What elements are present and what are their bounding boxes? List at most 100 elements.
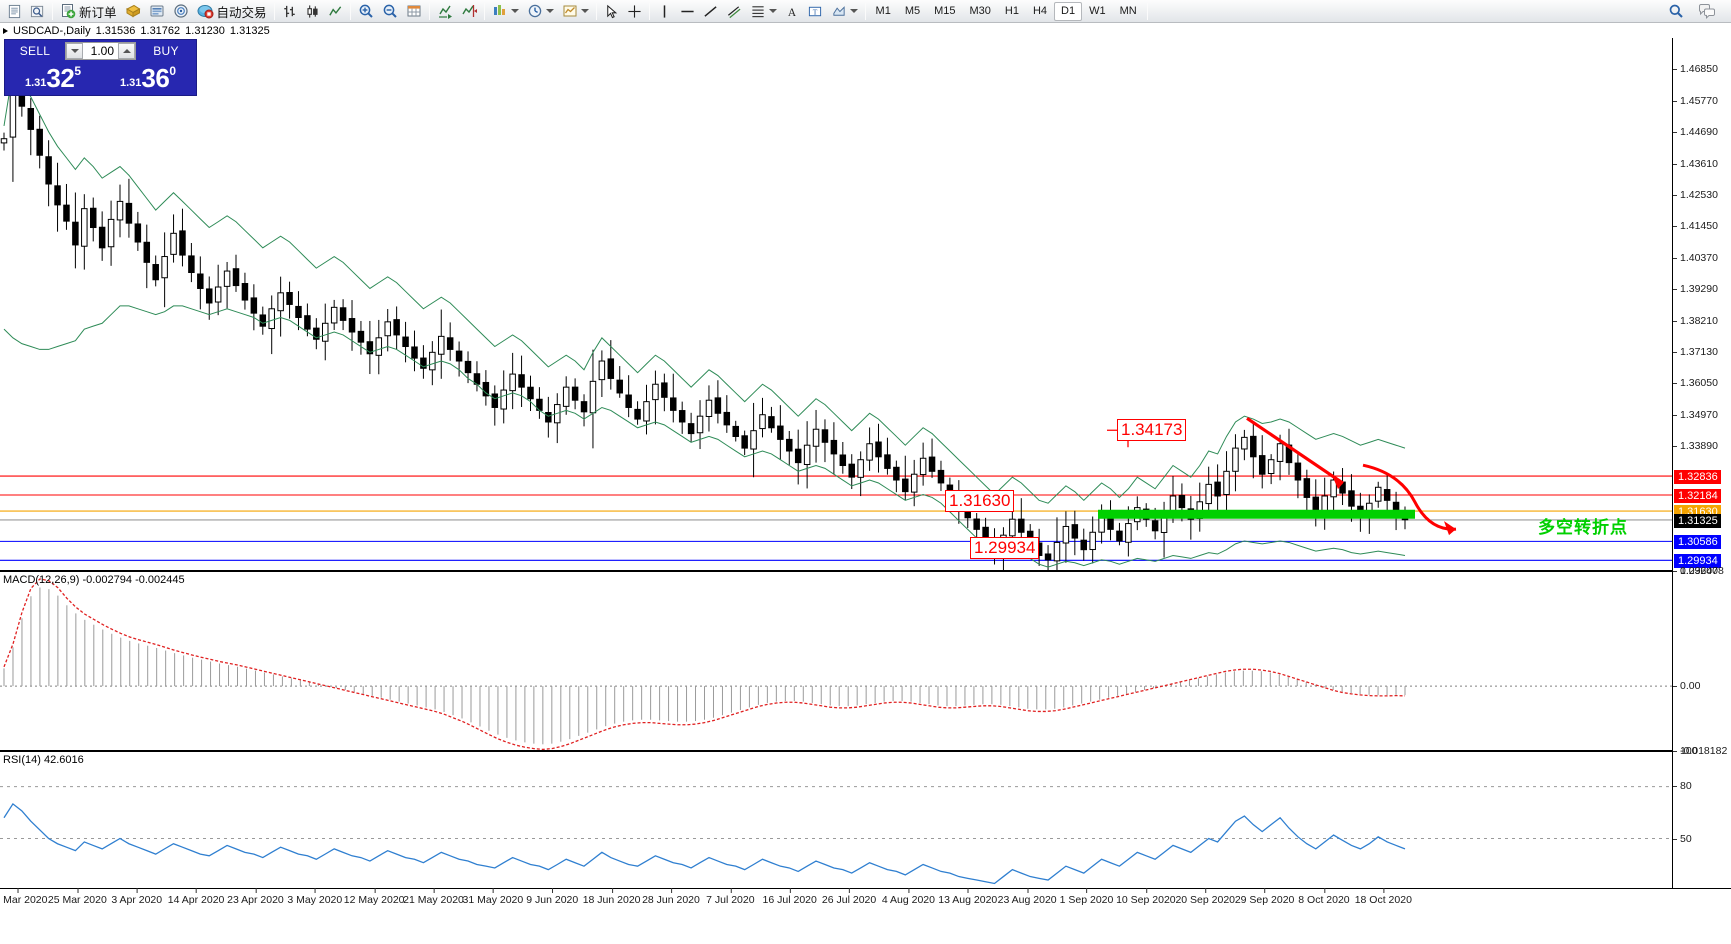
- text-tool-icon[interactable]: A: [781, 1, 803, 22]
- ohlc-open: 1.31536: [95, 24, 136, 37]
- macd-tick-0: 0.032478: [1673, 565, 1724, 577]
- volume-stepper[interactable]: 1.00: [65, 42, 136, 60]
- zoom-out-icon[interactable]: [378, 1, 402, 22]
- indicators-menu-button[interactable]: [488, 1, 523, 22]
- autotrading-button[interactable]: 自动交易: [193, 1, 271, 22]
- time-tick-5: 3 May 2020: [287, 888, 343, 906]
- price-scale[interactable]: 1.46850 1.45770 1.44690 1.43610 1.42530 1.414…: [1672, 38, 1731, 932]
- timeframes-menu-button[interactable]: [523, 1, 558, 22]
- templates-menu-button[interactable]: [558, 1, 593, 22]
- trend-arrow-down: [1246, 416, 1344, 485]
- price-tick-3: 1.43610: [1673, 158, 1718, 170]
- price-label-1-30586[interactable]: 1.30586: [1674, 535, 1721, 550]
- ohlc-low: 1.31230: [185, 24, 225, 37]
- buy-button[interactable]: BUY: [138, 42, 194, 60]
- price-label-1-29934[interactable]: 1.29934: [1674, 554, 1721, 569]
- profiles-button[interactable]: [26, 1, 49, 22]
- sell-price-big: 32: [46, 63, 75, 94]
- chat-icon[interactable]: [1694, 1, 1720, 22]
- rsi-line: [3, 802, 1406, 885]
- cursor-tool-icon[interactable]: [600, 1, 623, 22]
- price-tick-5: 1.41450: [1673, 220, 1718, 232]
- toolbar-separator: [52, 2, 53, 20]
- navigator-button[interactable]: [169, 1, 193, 22]
- candlestick-chart-icon[interactable]: [301, 1, 324, 22]
- macd-tick-1: 0.00: [1673, 680, 1700, 692]
- toolbar-separator-3: [349, 2, 351, 20]
- macd-pane[interactable]: [0, 571, 1672, 751]
- annotation-price-129934[interactable]: 1.29934: [970, 537, 1040, 559]
- horizontal-line-icon[interactable]: [676, 1, 699, 22]
- chevron-down-icon[interactable]: [510, 9, 519, 13]
- collapse-triangle-icon[interactable]: [3, 27, 8, 34]
- trend-arrow-curve: [1362, 463, 1457, 531]
- sell-price-display[interactable]: 1.31 32 5: [7, 62, 99, 93]
- toolbar-right-group: [1664, 1, 1728, 22]
- price-label-1-32836[interactable]: 1.32836: [1674, 469, 1721, 484]
- buy-price-display[interactable]: 1.31 36 0: [102, 62, 194, 93]
- macd-signal: [3, 578, 1406, 750]
- chevron-down-icon-4[interactable]: [768, 9, 777, 13]
- time-tick-15: 4 Aug 2020: [881, 888, 935, 906]
- new-chart-button[interactable]: [3, 1, 26, 22]
- shapes-menu-button[interactable]: [827, 1, 862, 22]
- toolbar-separator-5: [483, 2, 485, 20]
- trendline-icon[interactable]: [699, 1, 722, 22]
- timeframe-m30[interactable]: M30: [969, 5, 991, 17]
- annotation-turning-point[interactable]: 多空转折点: [1538, 518, 1628, 537]
- vertical-line-icon[interactable]: [653, 1, 676, 22]
- timeframe-m5[interactable]: M5: [904, 5, 921, 17]
- one-click-trading-panel[interactable]: SELL 1.00 BUY 1.31 32 5 1.31 36 0: [4, 39, 197, 96]
- timeframe-h1[interactable]: H1: [1004, 5, 1019, 17]
- volume-decrease-button[interactable]: [66, 43, 83, 59]
- chevron-down-icon-3[interactable]: [580, 9, 589, 13]
- new-order-label: 新订单: [79, 5, 117, 20]
- time-tick-4: 23 Apr 2020: [227, 888, 284, 906]
- timeframe-m15[interactable]: M15: [934, 5, 956, 17]
- octp-header: SELL 1.00 BUY: [5, 40, 196, 62]
- volume-increase-button[interactable]: [118, 43, 135, 59]
- svg-text:A: A: [787, 6, 796, 18]
- timeframe-mn[interactable]: MN: [1119, 5, 1137, 17]
- chart-area[interactable]: MACD(12,26,9) -0.002794 -0.002445 RSI(14…: [0, 38, 1731, 944]
- chevron-down-icon-5[interactable]: [849, 9, 858, 13]
- annotation-price-131630[interactable]: 1.31630: [945, 490, 1015, 512]
- price-tick-2: 1.44690: [1673, 126, 1718, 138]
- symbol-name: USDCAD-,Daily: [13, 24, 91, 37]
- line-chart-icon[interactable]: [324, 1, 347, 22]
- channel-icon[interactable]: [722, 1, 746, 22]
- price-tick-12: 1.33890: [1673, 440, 1718, 452]
- fibonacci-icon[interactable]: [746, 1, 781, 22]
- timeframe-w1[interactable]: W1: [1089, 5, 1106, 17]
- time-tick-18: 1 Sep 2020: [1059, 888, 1114, 906]
- new-order-button[interactable]: 新订单: [56, 1, 121, 22]
- grid-icon[interactable]: [402, 1, 426, 22]
- toolbar-separator-4: [428, 2, 430, 20]
- annotation-price-134173[interactable]: 1.34173: [1117, 419, 1187, 441]
- octp-prices: 1.31 32 5 1.31 36 0: [5, 62, 196, 95]
- price-label-1-31325[interactable]: 1.31325: [1674, 513, 1721, 528]
- terminal-button[interactable]: [121, 1, 145, 22]
- price-pane[interactable]: [0, 38, 1672, 571]
- bar-chart-icon[interactable]: [278, 1, 301, 22]
- zoom-in-icon[interactable]: [354, 1, 378, 22]
- time-tick-21: 29 Sep 2020: [1234, 888, 1295, 906]
- crosshair-tool-icon[interactable]: [623, 1, 646, 22]
- chart-shift-icon[interactable]: [457, 1, 481, 22]
- data-window-button[interactable]: [145, 1, 169, 22]
- price-label-1-32184[interactable]: 1.32184: [1674, 488, 1721, 503]
- main-toolbar: 新订单 自动交易: [0, 0, 1731, 23]
- chevron-down-icon-2[interactable]: [545, 9, 554, 13]
- auto-scroll-icon[interactable]: [433, 1, 457, 22]
- text-label-tool-icon[interactable]: T: [803, 1, 827, 22]
- volume-input[interactable]: 1.00: [90, 44, 114, 58]
- sell-button[interactable]: SELL: [7, 42, 63, 60]
- time-tick-20: 20 Sep 2020: [1175, 888, 1235, 906]
- toolbar-separator-2: [273, 2, 275, 20]
- timeframe-h4[interactable]: H4: [1032, 5, 1048, 17]
- timeframe-d1[interactable]: D1: [1054, 1, 1083, 21]
- search-icon[interactable]: [1664, 1, 1688, 22]
- timeframe-m1[interactable]: M1: [875, 5, 891, 17]
- time-tick-13: 16 Jul 2020: [762, 888, 817, 906]
